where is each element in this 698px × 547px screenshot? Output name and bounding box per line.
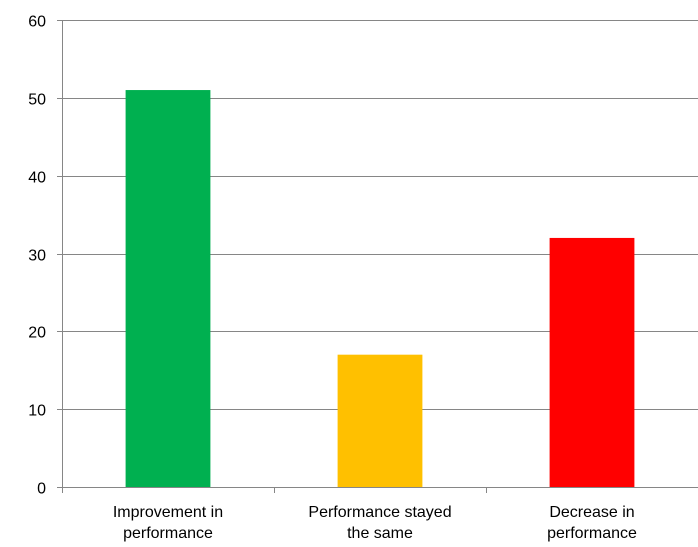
- labels: 0 10 20 30 40 50 60 Improvement in performance Pe…: [28, 14, 637, 543]
- y-tick-label: 20: [28, 325, 46, 342]
- bar-1: [125, 90, 211, 488]
- x-category-label: Improvement in: [113, 504, 223, 521]
- y-tick-label: 60: [28, 14, 46, 31]
- y-tick-label: 40: [28, 170, 46, 187]
- x-category-label: performance: [547, 525, 637, 542]
- bar-2: [337, 354, 423, 487]
- x-category-label: Performance stayed: [308, 504, 451, 521]
- x-category-label: Decrease in: [549, 504, 634, 521]
- bars: [125, 90, 635, 488]
- y-tick-label: 50: [28, 92, 46, 109]
- y-tick-label: 10: [28, 403, 46, 420]
- x-category-label: performance: [123, 525, 213, 542]
- bar-3: [549, 237, 635, 487]
- axes: [57, 20, 698, 493]
- x-category-label: the same: [347, 525, 413, 542]
- y-tick-label: 30: [28, 248, 46, 265]
- y-tick-label: 0: [37, 481, 46, 498]
